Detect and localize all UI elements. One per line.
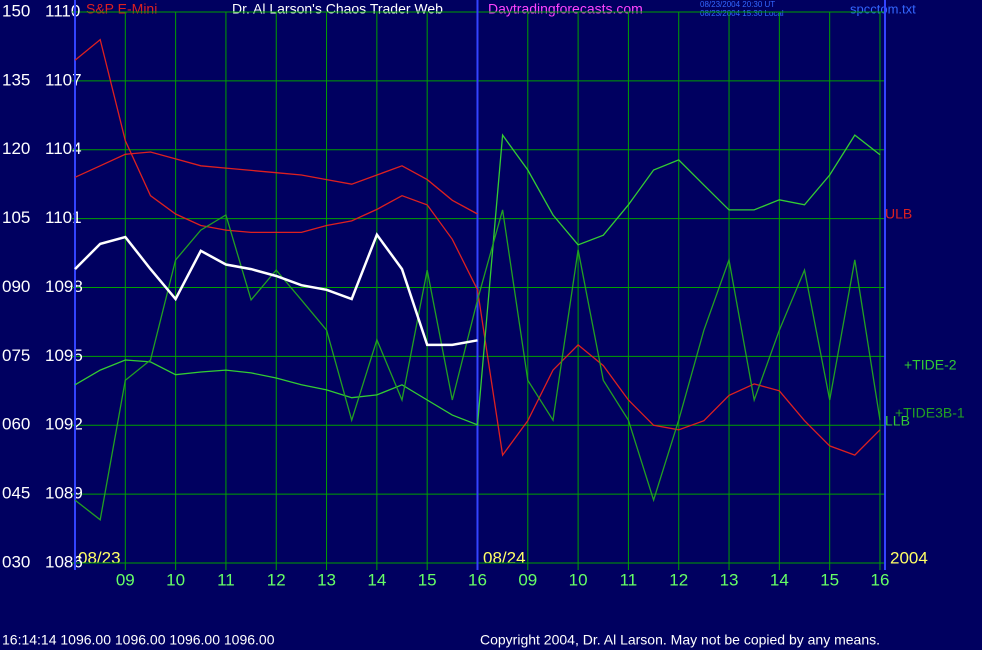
site: Daytradingforecasts.com [488,1,643,17]
y-tick-label: 1110 [45,1,80,20]
x-tick-label: 16 [468,570,487,589]
series-line [74,209,881,521]
series-line [74,38,881,457]
chart-title: Dr. Al Larson's Chaos Trader Web [232,1,443,17]
x-tick-label: 16 [871,570,890,589]
y2-tick-label: 135 [2,70,30,89]
y-tick-label: 1095 [45,346,83,365]
date-label: 08/24 [483,548,526,567]
y-tick-label: 1107 [45,70,82,89]
x-tick-label: 09 [116,570,135,589]
x-tick-label: 14 [770,570,789,589]
y2-tick-label: 150 [2,1,30,20]
series-label: ULB [885,206,912,222]
y2-tick-label: 075 [2,346,30,365]
series-line [74,133,881,426]
file-name: spcctom.txt [850,1,916,16]
y-tick-label: 1089 [45,484,83,503]
x-tick-label: 10 [166,570,185,589]
status: 16:14:14 1096.00 1096.00 1096.00 1096.00 [2,632,275,648]
date-label: 08/23 [78,548,121,567]
x-tick-label: 15 [820,570,839,589]
copyright: Copyright 2004, Dr. Al Larson. May not b… [480,632,880,648]
series-label: +TIDE-2 [904,357,957,373]
x-tick-label: 15 [418,570,437,589]
x-tick-label: 09 [518,570,537,589]
instrument: S&P E-Mini [86,1,157,17]
y2-tick-label: 060 [2,415,30,434]
x-tick-label: 13 [720,570,739,589]
y2-tick-label: 105 [2,208,30,227]
y2-tick-label: 030 [2,552,30,571]
y-tick-label: 1086 [45,552,83,571]
x-tick-label: 11 [217,570,235,589]
y2-tick-label: 120 [2,139,30,158]
date-label: 2004 [890,548,928,567]
x-tick-label: 11 [620,570,638,589]
series-line [74,151,478,215]
time-ut: 08/23/2004 20:30 UT [700,0,775,9]
x-tick-label: 12 [267,570,286,589]
y-tick-label: 1104 [45,139,82,158]
x-tick-label: 14 [367,570,386,589]
time-local: 08/23/2004 15:30 Local [700,9,784,18]
y-tick-label: 1092 [45,415,83,434]
series-label: LLB [885,413,910,429]
y2-tick-label: 045 [2,484,30,503]
x-tick-label: 13 [317,570,336,589]
y-tick-label: 1101 [45,208,82,227]
series-line [74,232,478,347]
x-tick-label: 10 [569,570,588,589]
y2-tick-label: 090 [2,277,30,296]
series-label: +TIDE3B-1 [895,405,965,421]
x-tick-label: 12 [669,570,688,589]
y-tick-label: 1098 [45,277,83,296]
